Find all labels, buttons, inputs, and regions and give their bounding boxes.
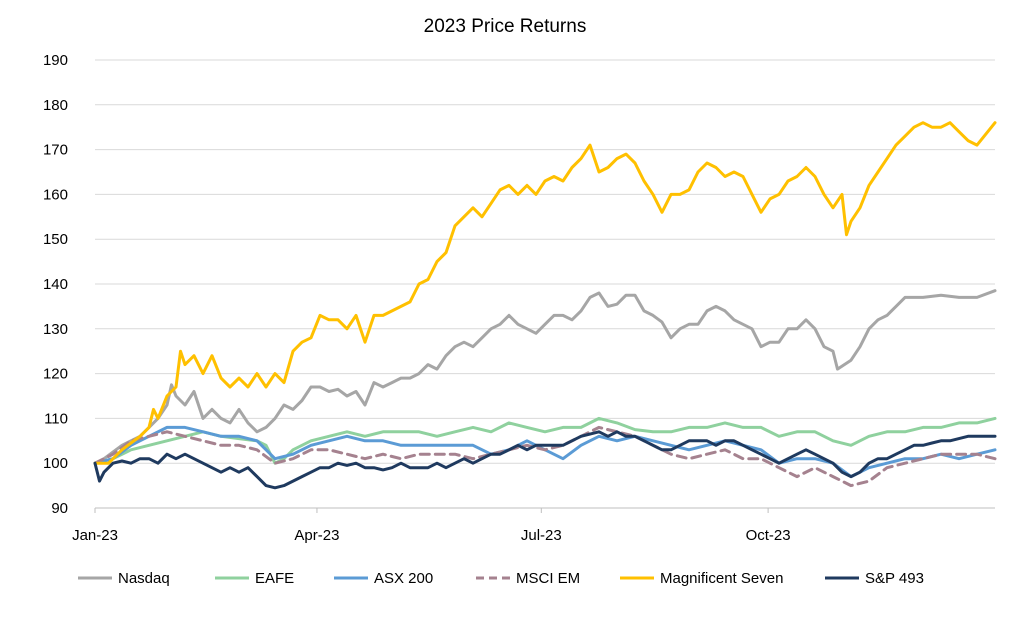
- legend-label-nasdaq: Nasdaq: [118, 570, 170, 587]
- y-tick-label: 110: [44, 410, 68, 427]
- series-line-nasdaq: [93, 289, 997, 465]
- legend-label-msci-em: MSCI EM: [516, 570, 580, 587]
- series-line-s-p-493: [93, 430, 997, 490]
- axes: 90 100 110 120 130 140 150 160 170 180 190 Jan-23 Ap…: [43, 52, 995, 544]
- legend-label-asx-200: ASX 200: [374, 570, 433, 587]
- x-tick-label: Apr-23: [294, 527, 339, 544]
- y-tick-label: 160: [43, 186, 68, 203]
- legend-label-eafe: EAFE: [255, 570, 294, 587]
- y-tick-label: 120: [43, 366, 68, 383]
- y-tick-label: 170: [43, 142, 68, 159]
- y-tick-label: 100: [43, 455, 68, 472]
- series-lines: [93, 121, 997, 490]
- y-tick-label: 130: [43, 321, 68, 338]
- series-line-eafe: [93, 416, 997, 465]
- y-tick-label: 180: [43, 97, 68, 114]
- legend-label-magnificent-seven: Magnificent Seven: [660, 570, 783, 587]
- x-tick-label: Jul-23: [521, 527, 562, 544]
- gridlines: [95, 59, 995, 464]
- y-tick-label: 150: [43, 231, 68, 248]
- x-tick-label: Oct-23: [746, 527, 791, 544]
- y-tick-label: 190: [43, 52, 68, 69]
- y-tick-label: 140: [43, 276, 68, 293]
- legend: Nasdaq EAFE ASX 200 MSCI EM Magnificent Seve…: [78, 570, 924, 587]
- chart-title: 2023 Price Returns: [424, 16, 587, 37]
- series-line-msci-em: [93, 425, 997, 488]
- legend-label-s-p-493: S&P 493: [865, 570, 924, 587]
- series-line-magnificent-seven: [93, 121, 997, 465]
- x-tick-label: Jan-23: [72, 527, 118, 544]
- y-tick-label: 90: [51, 500, 68, 517]
